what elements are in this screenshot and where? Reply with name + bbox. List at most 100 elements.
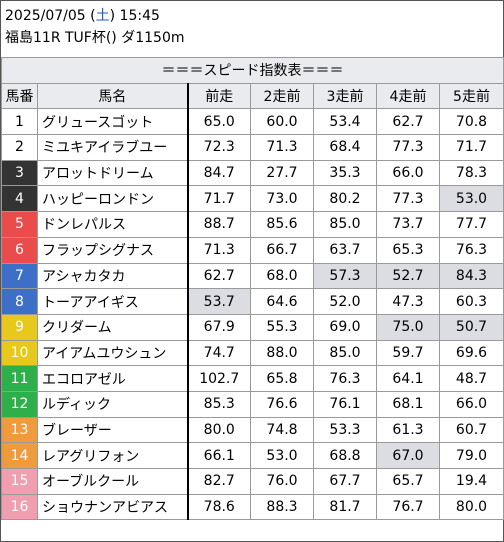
horse-name: ブレーザー (37, 416, 188, 444)
speed-index-cell: 60.0 (250, 108, 314, 136)
speed-index-cell: 88.7 (186, 211, 251, 238)
speed-index-cell: 73.7 (376, 211, 440, 238)
speed-index-cell: 102.7 (186, 365, 251, 392)
speed-index-cell: 74.7 (186, 339, 251, 367)
horse-number: 14 (1, 442, 38, 469)
speed-index-cell: 62.7 (186, 262, 251, 290)
horse-number: 7 (1, 262, 38, 290)
speed-index-cell: 53.3 (313, 416, 377, 444)
table-row: 12 ルディック 85.3 76.6 76.1 68.1 66.0 (1, 390, 504, 418)
table-row: 7 アシャカタカ 62.7 68.0 57.3 52.7 84.3 (1, 262, 504, 290)
speed-index-cell: 65.7 (376, 468, 440, 495)
speed-index-cell: 79.0 (438, 442, 504, 469)
horse-name: クリダーム (37, 313, 188, 341)
race-weekday: 土 (95, 8, 110, 24)
horse-number: 11 (1, 365, 38, 392)
speed-index-cell: 48.7 (438, 365, 504, 392)
speed-index-cell: 88.0 (250, 339, 314, 367)
speed-index-cell: 66.7 (250, 236, 314, 264)
speed-index-cell: 76.3 (438, 236, 504, 264)
table-row: 11 エコロアゼル 102.7 65.8 76.3 64.1 48.7 (1, 365, 504, 392)
speed-index-cell: 68.4 (313, 134, 377, 161)
speed-index-cell: 65.0 (186, 108, 251, 136)
horse-name: オーブルクール (37, 468, 188, 495)
speed-index-cell: 35.3 (313, 159, 377, 187)
speed-index-cell: 77.7 (438, 211, 504, 238)
speed-index-cell: 53.0 (438, 185, 504, 213)
horse-number: 12 (1, 390, 38, 418)
speed-index-cell: 84.7 (186, 159, 251, 187)
column-header-2-before: 2走前 (250, 82, 314, 110)
speed-index-cell: 57.3 (313, 262, 377, 290)
speed-index-cell: 71.7 (438, 134, 504, 161)
speed-index-cell: 73.0 (250, 185, 314, 213)
speed-index-cell: 78.3 (438, 159, 504, 187)
speed-index-cell: 50.7 (438, 313, 504, 341)
column-header-name: 馬名 (37, 82, 188, 110)
horse-name: ルディック (37, 390, 188, 418)
speed-index-cell: 80.0 (186, 416, 251, 444)
table-row: 6 フラップシグナス 71.3 66.7 63.7 65.3 76.3 (1, 236, 504, 264)
horse-name: アシャカタカ (37, 262, 188, 290)
horse-name: アロットドリーム (37, 159, 188, 187)
speed-index-cell: 88.3 (250, 493, 314, 521)
speed-index-cell: 76.1 (313, 390, 377, 418)
horse-name: レアグリフォン (37, 442, 188, 469)
table-row: 4 ハッピーロンドン 71.7 73.0 80.2 77.3 53.0 (1, 185, 504, 213)
speed-index-cell: 85.3 (186, 390, 251, 418)
horse-name: ドンレパルス (37, 211, 188, 238)
speed-index-cell: 72.3 (186, 134, 251, 161)
horse-name: ショウナンアビアス (37, 493, 188, 521)
race-time: 15:45 (119, 8, 160, 24)
column-header-last: 前走 (186, 82, 251, 110)
speed-index-cell: 67.0 (376, 442, 440, 469)
speed-index-cell: 19.4 (438, 468, 504, 495)
speed-index-cell: 64.1 (376, 365, 440, 392)
speed-index-cell: 65.3 (376, 236, 440, 264)
horse-number: 4 (1, 185, 38, 213)
speed-index-cell: 63.7 (313, 236, 377, 264)
table-title: ＝＝＝スピード指数表＝＝＝ (0, 57, 504, 84)
horse-number: 1 (1, 108, 38, 136)
table-row: 5 ドンレパルス 88.7 85.6 85.0 73.7 77.7 (1, 211, 504, 238)
horse-name: フラップシグナス (37, 236, 188, 264)
speed-index-cell: 60.7 (438, 416, 504, 444)
speed-index-cell: 52.7 (376, 262, 440, 290)
speed-index-cell: 27.7 (250, 159, 314, 187)
speed-index-cell: 70.8 (438, 108, 504, 136)
horse-name: アイアムユウシュン (37, 339, 188, 367)
column-header-3-before: 3走前 (313, 82, 377, 110)
table-row: 16 ショウナンアビアス 78.6 88.3 81.7 76.7 80.0 (1, 493, 504, 521)
speed-index-cell: 85.0 (313, 211, 377, 238)
table-row: 2 ミユキアイラブユー 72.3 71.3 68.4 77.3 71.7 (1, 134, 504, 161)
speed-index-cell: 53.0 (250, 442, 314, 469)
speed-index-cell: 71.7 (186, 185, 251, 213)
speed-index-cell: 85.6 (250, 211, 314, 238)
horse-name: エコロアゼル (37, 365, 188, 392)
horse-name: ハッピーロンドン (37, 185, 188, 213)
speed-index-cell: 67.7 (313, 468, 377, 495)
speed-index-cell: 61.3 (376, 416, 440, 444)
speed-index-cell: 80.0 (438, 493, 504, 521)
speed-index-cell: 68.0 (250, 262, 314, 290)
speed-index-cell: 53.7 (186, 288, 251, 315)
table-row: 10 アイアムユウシュン 74.7 88.0 85.0 59.7 69.6 (1, 339, 504, 367)
speed-index-cell: 65.8 (250, 365, 314, 392)
speed-index-cell: 84.3 (438, 262, 504, 290)
speed-index-cell: 81.7 (313, 493, 377, 521)
speed-index-cell: 69.6 (438, 339, 504, 367)
horse-number: 13 (1, 416, 38, 444)
speed-index-cell: 80.2 (313, 185, 377, 213)
header-row: 馬番 馬名 前走 2走前 3走前 4走前 5走前 (1, 82, 504, 110)
speed-index-cell: 76.0 (250, 468, 314, 495)
speed-index-cell: 76.7 (376, 493, 440, 521)
horse-number: 5 (1, 211, 38, 238)
speed-index-cell: 52.0 (313, 288, 377, 315)
speed-index-cell: 68.8 (313, 442, 377, 469)
table-row: 8 トーアアイギス 53.7 64.6 52.0 47.3 60.3 (1, 288, 504, 315)
speed-index-cell: 74.8 (250, 416, 314, 444)
horse-name: ミユキアイラブユー (37, 134, 188, 161)
race-date: 2025/07/05 (5, 8, 86, 24)
column-header-number: 馬番 (1, 82, 38, 110)
speed-index-cell: 55.3 (250, 313, 314, 341)
